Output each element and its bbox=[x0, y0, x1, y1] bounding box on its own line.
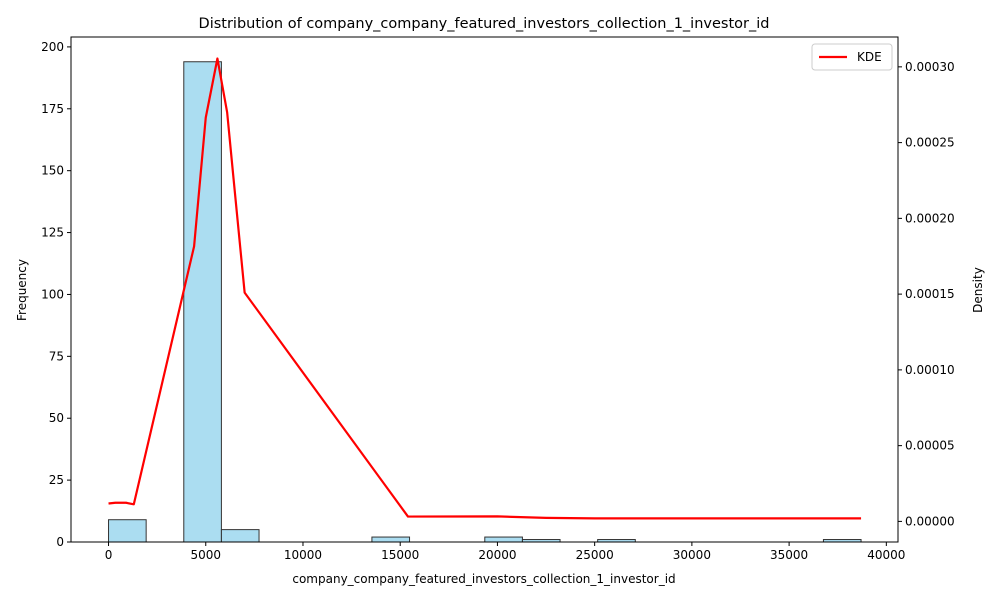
y-tick-label: 0 bbox=[56, 535, 64, 549]
x-tick-label: 15000 bbox=[381, 548, 419, 562]
legend-kde-label: KDE bbox=[857, 50, 882, 64]
x-tick-label: 20000 bbox=[478, 548, 516, 562]
x-axis: 0 5000 10000 15000 20000 25000 30000 35000 40000 bbox=[105, 542, 905, 562]
y-tick-label: 25 bbox=[49, 473, 64, 487]
y2-tick-label: 0.00020 bbox=[905, 211, 955, 225]
histogram-bar bbox=[183, 61, 222, 543]
y2-axis-label: Density bbox=[971, 267, 985, 313]
y2-tick-label: 0.00010 bbox=[905, 363, 955, 377]
y2-tick-label: 0.00030 bbox=[905, 60, 955, 74]
x-tick-label: 30000 bbox=[673, 548, 711, 562]
x-tick-label: 35000 bbox=[770, 548, 808, 562]
y2-tick-label: 0.00015 bbox=[905, 287, 955, 301]
legend-box bbox=[811, 43, 893, 71]
y-tick-label: 100 bbox=[41, 287, 64, 301]
histogram-bar bbox=[108, 519, 147, 543]
histogram-bar bbox=[220, 529, 260, 543]
histogram-bar bbox=[484, 536, 523, 543]
x-axis-label: company_company_featured_investors_colle… bbox=[292, 572, 675, 586]
x-tick-label: 5000 bbox=[190, 548, 221, 562]
legend: KDE bbox=[811, 43, 893, 71]
plot-frame bbox=[70, 36, 899, 543]
y-tick-label: 175 bbox=[41, 102, 64, 116]
chart-title: Distribution of company_company_featured… bbox=[199, 16, 770, 32]
y-tick-label: 125 bbox=[41, 226, 64, 240]
y2-axis: 0.00000 0.00005 0.00010 0.00015 0.00020 0.000… bbox=[898, 60, 955, 528]
y2-tick-label: 0.00025 bbox=[905, 136, 955, 150]
histogram-bar bbox=[371, 536, 411, 543]
y2-tick-label: 0.00000 bbox=[905, 514, 955, 528]
x-tick-label: 0 bbox=[105, 548, 113, 562]
x-tick-label: 40000 bbox=[867, 548, 905, 562]
kde-line bbox=[108, 57, 862, 520]
x-tick-label: 25000 bbox=[576, 548, 614, 562]
x-tick-label: 10000 bbox=[284, 548, 322, 562]
y-axis: 0 25 50 75 100 125 150 175 200 bbox=[41, 40, 71, 549]
kde-layer bbox=[108, 57, 862, 520]
y2-tick-label: 0.00005 bbox=[905, 439, 955, 453]
y-tick-label: 75 bbox=[49, 349, 64, 363]
y-axis-label: Frequency bbox=[15, 259, 29, 321]
y-tick-label: 50 bbox=[49, 411, 64, 425]
y-tick-label: 200 bbox=[41, 40, 64, 54]
y-tick-label: 150 bbox=[41, 164, 64, 178]
